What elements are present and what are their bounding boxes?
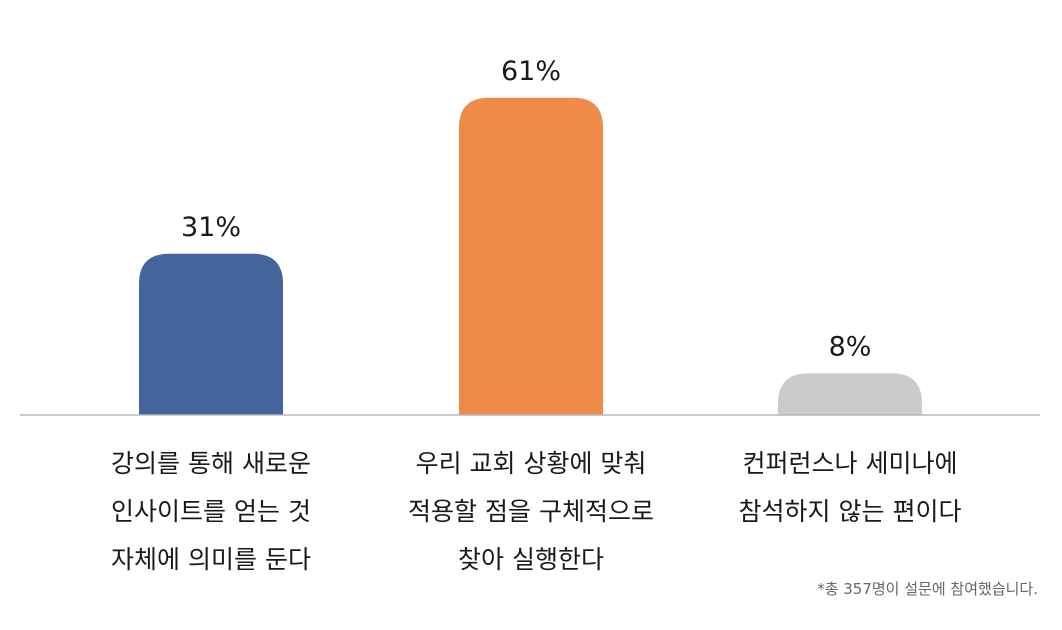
category-label-line: 적용할 점을 구체적으로 bbox=[408, 497, 654, 526]
bar-3 bbox=[778, 373, 922, 415]
category-label-line: 참석하지 않는 편이다 bbox=[738, 497, 962, 526]
category-label-line: 우리 교회 상황에 맞춰 bbox=[415, 449, 647, 478]
value-label-2: 61% bbox=[501, 56, 561, 87]
footnote: *총 357명이 설문에 참여했습니다. bbox=[817, 580, 1038, 598]
category-label-line: 찾아 실행한다 bbox=[458, 545, 604, 574]
category-label-line: 자체에 의미를 둔다 bbox=[111, 545, 311, 574]
value-label-3: 8% bbox=[829, 331, 872, 362]
bar-2 bbox=[459, 97, 603, 416]
value-label-1: 31% bbox=[181, 212, 241, 243]
category-label-line: 강의를 통해 새로운 bbox=[111, 449, 311, 478]
category-label-line: 인사이트를 얻는 것 bbox=[111, 497, 311, 526]
category-label-line: 컨퍼런스나 세미나에 bbox=[742, 449, 958, 478]
bar-1 bbox=[139, 253, 283, 415]
